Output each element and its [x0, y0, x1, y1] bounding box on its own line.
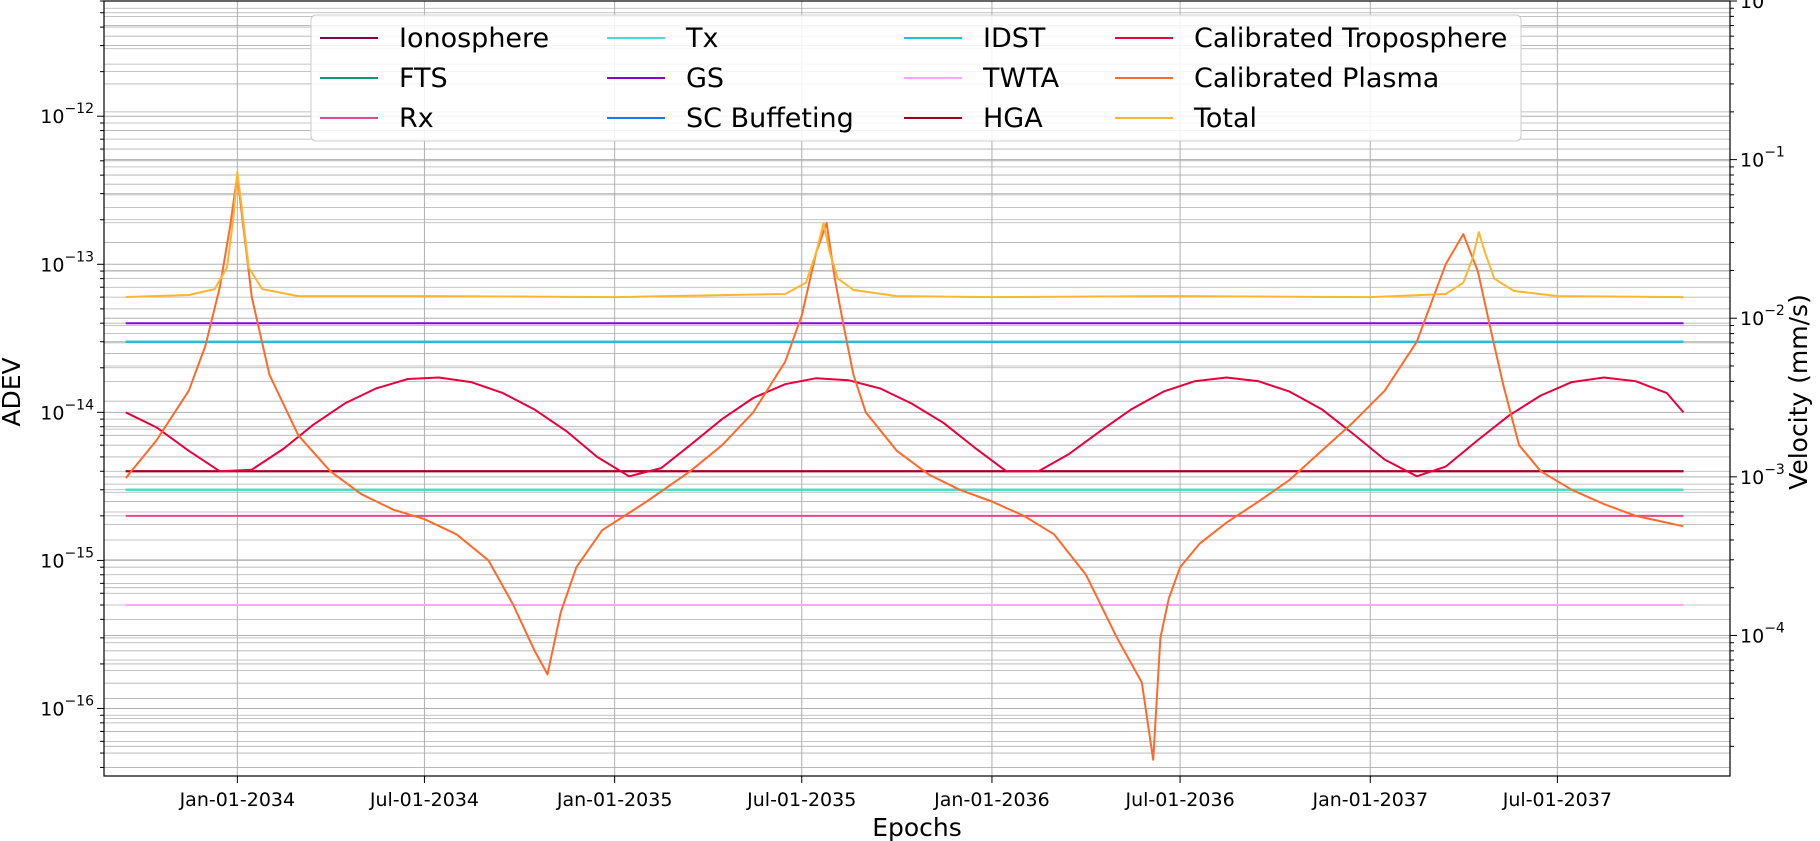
y-tick-label-exponent: −16	[64, 693, 94, 709]
series-line-calibrated-plasma	[124, 174, 1684, 761]
x-tick-label: Jul-01-2036	[1124, 789, 1234, 811]
x-tick-label: Jan-01-2037	[1312, 789, 1429, 811]
plot-frame	[103, 0, 1731, 777]
y2-tick-label: 10−1	[1740, 145, 1785, 172]
y-tick-label-exponent: −15	[64, 545, 94, 561]
y2-tick-label-base: 10	[1740, 308, 1764, 330]
y-tick-label-exponent: −13	[64, 249, 94, 265]
legend-label-calibrated-plasma: Calibrated Plasma	[1194, 63, 1439, 94]
legend-label-sc-buffeting: SC Buffeting	[686, 103, 854, 134]
y-tick-label: 10−15	[40, 545, 94, 572]
y2-axis-title: Velocity (mm/s)	[1784, 294, 1813, 490]
y2-tick-label-exponent: 0	[1764, 0, 1773, 2]
y2-tick-label-exponent: −2	[1764, 303, 1785, 319]
legend: Ionosphere FTS Rx Tx GS SC Buffeting IDST TWTA H…	[310, 14, 1522, 142]
y-tick-label: 10−12	[40, 101, 94, 128]
y2-tick-label-base: 10	[1740, 0, 1764, 13]
x-tick-label: Jan-01-2036	[933, 789, 1050, 811]
y2-tick-label-exponent: −1	[1764, 145, 1785, 161]
grid	[104, 0, 1730, 776]
axis-ticks: Jan-01-2034 Jul-01-2034 Jan-01-2035 Jul-01-…	[40, 0, 1785, 811]
y-tick-label-base: 10	[40, 698, 64, 720]
legend-label-idst: IDST	[983, 23, 1046, 54]
y-tick-label: 10−16	[40, 693, 94, 720]
y-tick-label-base: 10	[40, 254, 64, 276]
y2-tick-label: 100	[1740, 0, 1773, 13]
series-lines	[124, 171, 1685, 761]
y2-tick-label: 10−3	[1740, 462, 1785, 489]
legend-label-fts: FTS	[399, 63, 448, 94]
y-tick-label-base: 10	[40, 402, 64, 424]
y2-tick-label: 10−4	[1740, 620, 1785, 647]
x-axis-title: Epochs	[872, 813, 962, 841]
y2-tick-label-base: 10	[1740, 150, 1764, 172]
x-tick-label: Jan-01-2034	[179, 789, 296, 811]
legend-label-total: Total	[1193, 103, 1257, 134]
y-tick-label: 10−13	[40, 249, 94, 276]
y-tick-label: 10−14	[40, 397, 94, 424]
x-tick-label: Jul-01-2037	[1502, 789, 1612, 811]
legend-label-twta: TWTA	[982, 63, 1060, 94]
y2-tick-label-base: 10	[1740, 625, 1764, 647]
series-line-calibrated-troposphere	[125, 376, 1685, 478]
x-tick-label: Jul-01-2034	[369, 789, 479, 811]
y2-tick-label: 10−2	[1740, 303, 1785, 330]
legend-label-calibrated-troposphere: Calibrated Troposphere	[1194, 23, 1507, 54]
legend-label-ionosphere: Ionosphere	[399, 23, 549, 54]
legend-label-hga: HGA	[983, 103, 1043, 134]
y2-tick-label-base: 10	[1740, 467, 1764, 489]
y-axis-title: ADEV	[0, 357, 26, 426]
y-tick-label-exponent: −14	[64, 397, 94, 413]
legend-label-gs: GS	[686, 63, 724, 94]
y-tick-label-exponent: −12	[64, 101, 94, 117]
y2-tick-label-exponent: −3	[1764, 462, 1785, 478]
series-line-total	[125, 171, 1684, 299]
legend-label-tx: Tx	[685, 23, 718, 54]
x-tick-label: Jul-01-2035	[746, 789, 856, 811]
legend-label-rx: Rx	[399, 103, 434, 134]
y-tick-label-base: 10	[40, 106, 64, 128]
x-tick-label: Jan-01-2035	[556, 789, 673, 811]
y2-tick-label-exponent: −4	[1764, 620, 1785, 636]
y-tick-label-base: 10	[40, 550, 64, 572]
